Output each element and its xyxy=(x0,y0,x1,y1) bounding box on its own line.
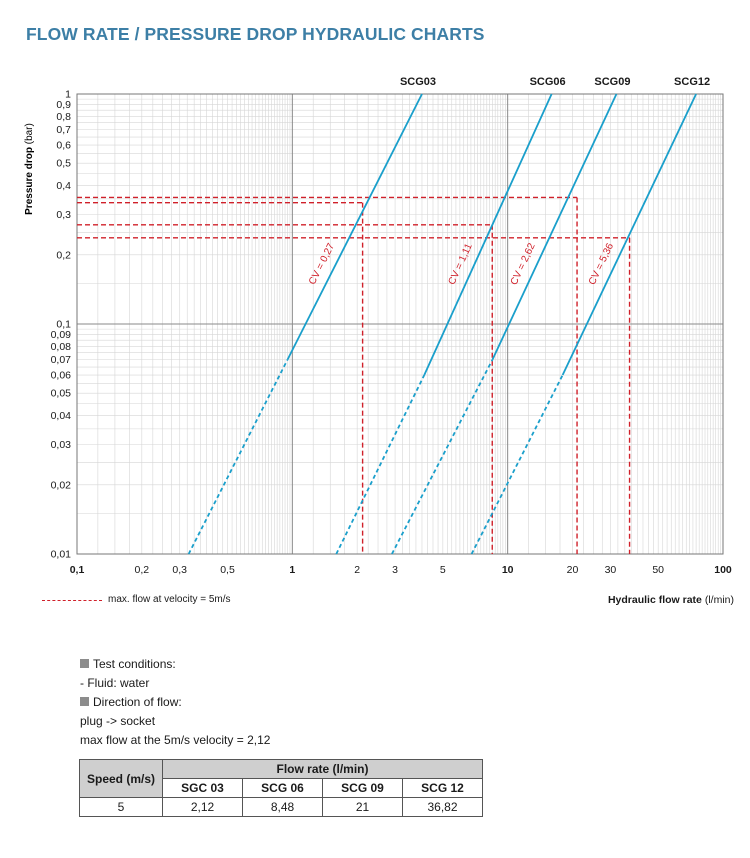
table-cell: 8,48 xyxy=(242,797,323,817)
series-label: SCG03 xyxy=(400,76,436,88)
y-tick-label: 0,08 xyxy=(51,341,72,353)
series-line xyxy=(491,93,618,361)
series-line-dashed xyxy=(335,374,426,555)
series-line xyxy=(423,93,553,376)
table-cell: 2,12 xyxy=(162,797,243,817)
bullet-square-icon xyxy=(80,659,89,668)
y-tick-label: 0,3 xyxy=(56,209,71,221)
y-tick-label: 0,03 xyxy=(51,439,72,451)
x-tick-label: 10 xyxy=(502,564,514,576)
x-tick-label: 1 xyxy=(289,564,295,576)
y-tick-label: 0,04 xyxy=(51,410,72,422)
x-tick-label: 20 xyxy=(567,564,579,576)
x-tick-label: 2 xyxy=(354,564,360,576)
series-line-dashed xyxy=(187,359,289,555)
y-tick-label: 0,5 xyxy=(56,158,71,170)
series-label: SCG09 xyxy=(594,76,630,88)
cv-label: CV = 0,27 xyxy=(307,241,337,286)
cv-label: CV = 5,36 xyxy=(587,241,616,287)
series-label: SCG06 xyxy=(530,76,566,88)
series-line xyxy=(286,93,423,361)
y-axis-label: Pressure drop xyxy=(24,144,35,215)
fluid-note: - Fluid: water xyxy=(80,676,150,690)
x-tick-label: 50 xyxy=(652,564,664,576)
y-axis-title: Pressure drop (bar) xyxy=(24,123,35,215)
y-tick-label: 0,8 xyxy=(56,111,71,123)
y-tick-label: 0,2 xyxy=(56,249,71,261)
x-tick-label: 0,2 xyxy=(135,564,150,576)
bullet-square-icon xyxy=(80,697,89,706)
series-line xyxy=(561,93,697,376)
y-tick-label: 0,06 xyxy=(51,370,72,382)
x-tick-label: 30 xyxy=(605,564,617,576)
column-header: SGC 03 xyxy=(162,778,243,798)
table-row: 5 2,12 8,48 21 36,82 xyxy=(79,797,483,817)
y-tick-label: 0,02 xyxy=(51,479,72,491)
x-tick-label: 0,5 xyxy=(220,564,235,576)
series-line-dashed xyxy=(470,374,564,555)
x-axis-title: Hydraulic flow rate (l/min) xyxy=(608,594,734,606)
y-tick-label: 0,07 xyxy=(51,354,72,366)
x-tick-label: 3 xyxy=(392,564,398,576)
table-cell: 36,82 xyxy=(402,797,483,817)
speed-header: Speed (m/s) xyxy=(79,759,163,798)
x-tick-label: 5 xyxy=(440,564,446,576)
y-axis-unit: (bar) xyxy=(24,123,35,144)
plot-frame xyxy=(76,93,724,555)
y-tick-label: 0,01 xyxy=(51,549,72,561)
column-header: SCG 12 xyxy=(402,778,483,798)
series-label: SCG12 xyxy=(674,76,710,88)
y-tick-label: 0,4 xyxy=(56,180,71,192)
y-tick-label: 0,1 xyxy=(56,319,71,331)
column-header: SCG 09 xyxy=(322,778,403,798)
x-axis-unit: (l/min) xyxy=(704,594,734,606)
y-tick-label: 0,7 xyxy=(56,124,71,136)
x-tick-label: 100 xyxy=(714,564,732,576)
cv-label: CV = 2,62 xyxy=(509,241,538,287)
max-flow-note: max flow at the 5m/s velocity = 2,12 xyxy=(80,733,271,747)
hydraulic-chart: 0,1 0,2 0,3 0,5 1 2 3 5 10 20 30 50 10010,90,80,70,6… xyxy=(24,76,732,576)
max-flow-legend-line xyxy=(42,600,102,601)
y-tick-label: 0,6 xyxy=(56,140,71,152)
table-cell: 5 xyxy=(79,797,163,817)
x-tick-label: 0,1 xyxy=(70,564,85,576)
y-tick-label: 0,05 xyxy=(51,388,72,400)
x-tick-label: 0,3 xyxy=(172,564,187,576)
test-notes: Test conditions: - Fluid: water Directio… xyxy=(80,655,270,750)
direction-heading: Direction of flow: xyxy=(93,695,182,709)
max-flow-legend-label: max. flow at velocity = 5m/s xyxy=(108,594,231,605)
y-tick-label: 1 xyxy=(65,89,71,101)
table-cell: 21 xyxy=(322,797,403,817)
x-axis-label: Hydraulic flow rate xyxy=(607,594,702,606)
y-tick-label: 0,09 xyxy=(51,329,72,341)
test-conditions-heading: Test conditions: xyxy=(93,657,176,671)
direction-note: plug -> socket xyxy=(80,714,156,728)
series-line-dashed xyxy=(391,359,494,555)
column-header: SCG 06 xyxy=(242,778,323,798)
flow-rate-header: Flow rate (l/min) xyxy=(162,759,483,779)
y-tick-label: 0,9 xyxy=(56,99,71,111)
flow-rate-table: Speed (m/s) Flow rate (l/min) SGC 03 SCG… xyxy=(79,759,483,817)
page-title: FLOW RATE / PRESSURE DROP HYDRAULIC CHAR… xyxy=(26,24,485,44)
